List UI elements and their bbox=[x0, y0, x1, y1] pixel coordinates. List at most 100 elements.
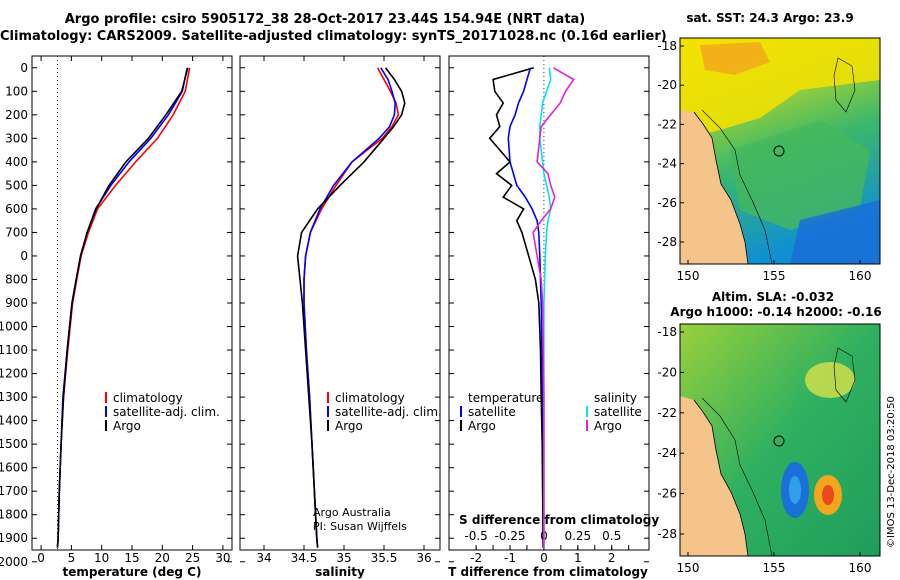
sst-map: sat. SST: 24.3 Argo: 23.9 -18 -20 -22 -24 -2… bbox=[657, 11, 881, 283]
sst-map-title: sat. SST: 24.3 Argo: 23.9 bbox=[686, 11, 853, 25]
x-tick-label: 1 bbox=[574, 551, 582, 565]
temperature-series bbox=[56, 56, 191, 550]
difference-x-ticks: -2 -1 0 1 2-0.5 -0.25 0 0.25 0.5 bbox=[464, 529, 630, 565]
sla-argo-position bbox=[773, 435, 785, 447]
x2-tick-label: -0.25 bbox=[494, 529, 525, 543]
temperature-legend: climatology satellite-adj. clim. Argo bbox=[105, 391, 220, 433]
lat-tick-label: -18 bbox=[657, 325, 677, 339]
depth-tick-label: 0 bbox=[20, 249, 28, 263]
x2-tick-label: -0.5 bbox=[464, 529, 487, 543]
lat-tick-label: -26 bbox=[657, 196, 677, 210]
depth-tick-label: 500 bbox=[5, 178, 28, 192]
chart-title-line1: Argo profile: csiro 5905172_38 28-Oct-20… bbox=[64, 12, 586, 27]
lon-tick-label: 155 bbox=[763, 561, 786, 575]
sst-isobath bbox=[701, 57, 856, 265]
series-line-salinity-argo bbox=[532, 67, 575, 548]
temperature-panel-frame bbox=[31, 55, 233, 551]
legend-label-satellite: satellite-adj. clim. bbox=[335, 405, 442, 419]
series-line-climatology bbox=[56, 67, 191, 548]
series-line-argo bbox=[56, 67, 189, 548]
depth-tick-label: 700 bbox=[5, 225, 28, 239]
legend-label-climatology: climatology bbox=[113, 391, 183, 405]
difference-panel-frame bbox=[448, 55, 650, 551]
sst-blue-patch bbox=[790, 200, 880, 264]
lat-tick-label: -22 bbox=[657, 406, 677, 420]
sst-land bbox=[680, 110, 748, 264]
depth-tick-label: 1000 bbox=[0, 320, 28, 334]
lat-tick-label: -20 bbox=[657, 365, 677, 379]
x2-tick-label: 0.5 bbox=[602, 529, 621, 543]
x-tick-label: 10 bbox=[94, 551, 109, 565]
salinity-x-ticks: 34 34.5 35 35.5 36 bbox=[256, 56, 432, 565]
sst-green-patch bbox=[730, 120, 870, 230]
depth-tick-label: 1800 bbox=[0, 508, 28, 522]
sla-map-title: Altim. SLA: -0.032 bbox=[712, 290, 834, 304]
sst-argo-position bbox=[773, 145, 785, 157]
x-tick-label: 30 bbox=[215, 551, 230, 565]
legend-label-argo: Argo bbox=[113, 419, 141, 433]
temperature-x-ticks: 0 5 10 15 20 25 30 bbox=[37, 56, 231, 565]
sst-coastline bbox=[693, 111, 749, 265]
x-tick-label: 20 bbox=[155, 551, 170, 565]
x2-tick-label: 0.25 bbox=[564, 529, 591, 543]
lat-tick-label: -28 bbox=[657, 527, 677, 541]
x-tick-label: 35 bbox=[336, 551, 351, 565]
sla-map-ticks: -18 -20 -22 -24 -26 -28 150 155 160 bbox=[657, 325, 871, 575]
legend-label-t-satellite: satellite bbox=[468, 405, 516, 419]
depth-tick-label: 800 bbox=[5, 272, 28, 286]
x-tick-label: 5 bbox=[68, 551, 76, 565]
annotation-argo-australia: Argo Australia bbox=[313, 506, 391, 519]
legend-label-argo: Argo bbox=[335, 419, 363, 433]
depth-tick-label: 300 bbox=[5, 131, 28, 145]
depth-tick-label: 400 bbox=[5, 155, 28, 169]
x-tick-label: 2 bbox=[608, 551, 616, 565]
depth-tick-label: 100 bbox=[5, 84, 28, 98]
x-tick-label: -2 bbox=[470, 551, 482, 565]
depth-tick-label: 1600 bbox=[0, 461, 28, 475]
lat-tick-label: -22 bbox=[657, 117, 677, 131]
lon-tick-label: 160 bbox=[849, 561, 872, 575]
series-line-satellite-adj-clim- bbox=[56, 67, 188, 548]
sla-high-core bbox=[822, 485, 834, 505]
x-tick-label: 34 bbox=[256, 551, 271, 565]
difference-xlabel: T difference from climatology bbox=[448, 565, 648, 579]
x-tick-label: 36 bbox=[416, 551, 431, 565]
salinity-legend: climatology satellite-adj. clim. Argo Ar… bbox=[313, 391, 442, 533]
legend-title-temperature: temperature bbox=[468, 391, 543, 405]
legend-title-salinity: salinity bbox=[594, 391, 637, 405]
depth-tick-label: 1900 bbox=[0, 531, 28, 545]
lon-tick-label: 155 bbox=[763, 269, 786, 283]
lat-tick-label: -18 bbox=[657, 39, 677, 53]
sst-orange-patch bbox=[700, 42, 770, 75]
x-tick-label: 34.5 bbox=[291, 551, 318, 565]
x-tick-label: 0 bbox=[37, 551, 45, 565]
depth-axis: 0100200300400500600700080090010001100120… bbox=[0, 61, 649, 569]
depth-tick-label: 1300 bbox=[0, 390, 28, 404]
sla-low-core bbox=[789, 476, 801, 504]
depth-tick-label: 1700 bbox=[0, 484, 28, 498]
lat-tick-label: -26 bbox=[657, 487, 677, 501]
salinity-xlabel: salinity bbox=[315, 565, 365, 579]
x-tick-label: 15 bbox=[124, 551, 139, 565]
sla-yellow-north bbox=[805, 362, 855, 398]
x-tick-label: -1 bbox=[504, 551, 516, 565]
lon-tick-label: 160 bbox=[849, 269, 872, 283]
depth-tick-label: 0 bbox=[20, 61, 28, 75]
legend-label-satellite: satellite-adj. clim. bbox=[113, 405, 220, 419]
x-tick-label: 0 bbox=[540, 551, 548, 565]
depth-tick-label: 1500 bbox=[0, 437, 28, 451]
sla-map: Altim. SLA: -0.032 Argo h1000: -0.14 h20… bbox=[657, 290, 881, 575]
s-difference-label: S difference from climatology bbox=[459, 513, 659, 527]
sla-map-frame bbox=[679, 323, 881, 557]
temperature-xlabel: temperature (deg C) bbox=[63, 565, 202, 579]
legend-label-s-argo: Argo bbox=[594, 419, 622, 433]
legend-label-t-argo: Argo bbox=[468, 419, 496, 433]
sla-map-subtitle: Argo h1000: -0.14 h2000: -0.16 bbox=[670, 305, 881, 319]
sla-coastline bbox=[693, 399, 749, 557]
series-line-climatology bbox=[303, 67, 400, 548]
chart-title-line2: Climatology: CARS2009. Satellite-adjuste… bbox=[0, 29, 667, 44]
legend-label-climatology: climatology bbox=[335, 391, 405, 405]
legend-label-s-satellite: satellite bbox=[594, 405, 642, 419]
lat-tick-label: -28 bbox=[657, 235, 677, 249]
